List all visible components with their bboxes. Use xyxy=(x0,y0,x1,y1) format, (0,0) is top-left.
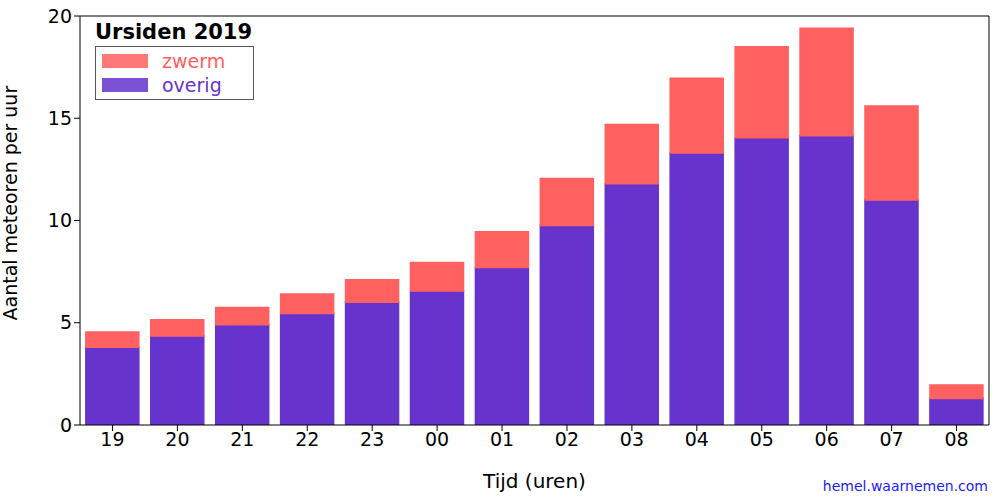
svg-text:19: 19 xyxy=(100,428,124,450)
svg-text:0: 0 xyxy=(60,414,72,436)
svg-text:08: 08 xyxy=(944,428,968,450)
html-text:hemel.waarnemen.com: hemel.waarnemen.com xyxy=(822,478,988,494)
html-text:zwerm: zwerm xyxy=(162,50,226,72)
svg-text:03: 03 xyxy=(620,428,644,450)
svg-text:04: 04 xyxy=(685,428,709,450)
svg-text:06: 06 xyxy=(815,428,839,450)
svg-text:22: 22 xyxy=(295,428,319,450)
svg-text:10: 10 xyxy=(48,209,72,231)
svg-text:23: 23 xyxy=(360,428,384,450)
svg-text:Tijd (uren): Tijd (uren) xyxy=(482,469,586,493)
svg-text:21: 21 xyxy=(230,428,254,450)
svg-text:20: 20 xyxy=(48,5,72,27)
svg-text:01: 01 xyxy=(490,428,514,450)
svg-text:05: 05 xyxy=(750,428,774,450)
html-text:overig: overig xyxy=(162,74,222,96)
svg-text:00: 00 xyxy=(425,428,449,450)
svg-text:15: 15 xyxy=(48,107,72,129)
svg-text:07: 07 xyxy=(880,428,904,450)
svg-text:02: 02 xyxy=(555,428,579,450)
html-text:Ursiden 2019: Ursiden 2019 xyxy=(95,20,253,44)
svg-text:Aantal meteoren per uur: Aantal meteoren per uur xyxy=(8,86,21,321)
svg-text:20: 20 xyxy=(165,428,189,450)
svg-text:5: 5 xyxy=(60,311,72,333)
